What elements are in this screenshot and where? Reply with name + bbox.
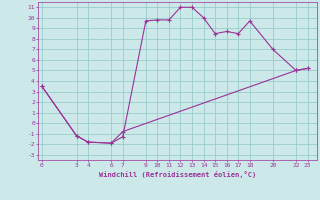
X-axis label: Windchill (Refroidissement éolien,°C): Windchill (Refroidissement éolien,°C) — [99, 171, 256, 178]
